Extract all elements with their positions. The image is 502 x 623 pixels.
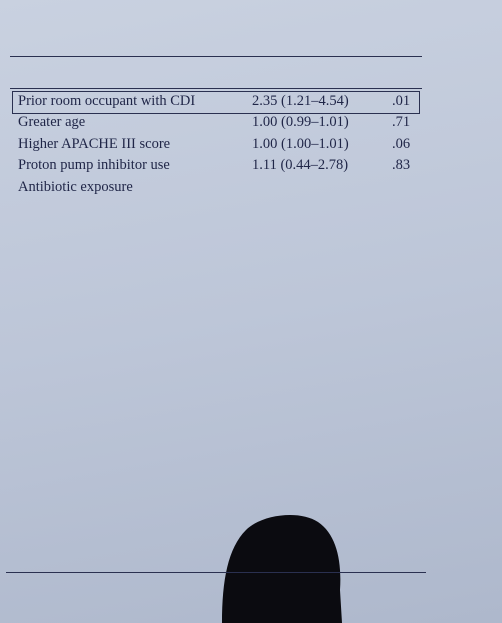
p-value: .01 <box>392 93 411 109</box>
rule <box>10 88 422 89</box>
p-value: .83 <box>392 157 411 174</box>
highlight-box <box>12 91 420 114</box>
rule <box>6 572 426 573</box>
p-value: .71 <box>392 114 411 131</box>
hazard-ratio: 1.11 (0.44–2.78) <box>252 157 349 174</box>
rule <box>10 56 422 57</box>
risk-factor: Antibiotic exposure <box>18 178 133 195</box>
risk-factor: Greater age <box>18 114 86 131</box>
p-value: .06 <box>392 135 411 152</box>
risk-factor: Proton pump inhibitor use <box>18 157 170 174</box>
risk-factor: Higher APACHE III score <box>18 135 171 152</box>
risk-factor: Prior room occupant with CDI <box>18 93 196 109</box>
hazard-ratio: 1.00 (0.99–1.01) <box>252 114 349 131</box>
head-shape <box>222 515 342 623</box>
hazard-ratio: 1.00 (1.00–1.01) <box>252 135 349 152</box>
hazard-ratio: 2.35 (1.21–4.54) <box>252 93 349 109</box>
